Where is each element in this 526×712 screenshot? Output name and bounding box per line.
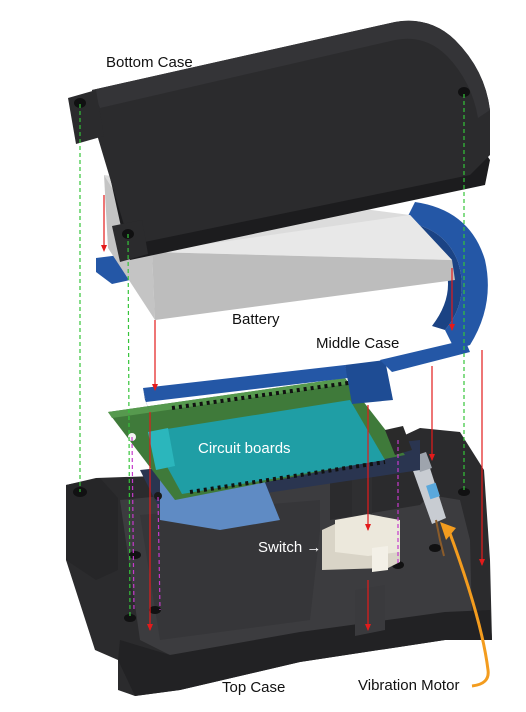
label-middle-case: Middle Case (316, 335, 399, 352)
vibration-motor-callout-arrow (446, 527, 490, 688)
label-top-case: Top Case (222, 679, 285, 696)
middle-case (96, 202, 488, 412)
label-bottom-case: Bottom Case (106, 54, 193, 71)
magenta-guide-line (131, 436, 135, 613)
label-vibration-motor: Vibration Motor (358, 677, 459, 694)
vibration-motor (412, 452, 446, 557)
label-switch: Switch → (258, 539, 321, 556)
bottom-case (68, 20, 490, 262)
guide-lines (79, 94, 485, 631)
label-circuit-boards: Circuit boards (198, 440, 291, 457)
circuit-boards (108, 378, 420, 530)
magenta-guide-line (157, 496, 161, 611)
green-guide-line (127, 233, 131, 619)
switch (322, 514, 400, 572)
callout-arrowhead (440, 522, 456, 540)
label-battery: Battery (232, 311, 280, 328)
